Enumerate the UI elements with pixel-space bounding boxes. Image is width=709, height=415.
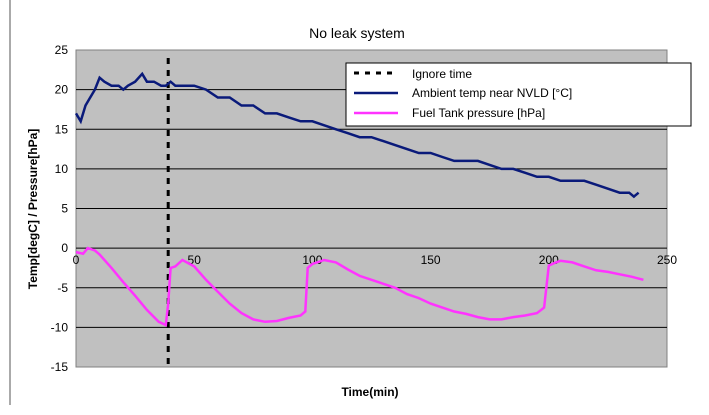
x-tick-label: 100	[302, 253, 322, 267]
chart-title: No leak system	[309, 25, 405, 41]
x-tick-label: 0	[73, 253, 80, 267]
y-axis-ticks: 25 20 15 10 5 0 -5 -10 -15	[51, 43, 69, 374]
y-tick-label: 25	[55, 43, 69, 57]
series-ambient-temp-line	[74, 71, 640, 199]
legend-ambient-label: Ambient temp near NVLD [°C]	[412, 86, 572, 100]
legend: Ignore time Ambient temp near NVLD [°C] …	[345, 62, 692, 127]
y-tick-label: 20	[55, 83, 69, 97]
y-tick-label: 10	[55, 162, 69, 176]
x-tick-label: 250	[657, 253, 677, 267]
legend-pressure-label: Fuel Tank pressure [hPa]	[412, 106, 545, 120]
y-tick-label: 15	[55, 122, 69, 136]
y-tick-label: -10	[51, 320, 69, 334]
y-tick-label: 0	[61, 241, 68, 255]
y-tick-label: -15	[51, 360, 69, 374]
legend-box	[345, 62, 692, 127]
x-tick-label: 150	[421, 253, 441, 267]
y-axis-title: Temp[degC] / Pressure[hPa]	[26, 129, 40, 289]
legend-ignore-label: Ignore time	[412, 67, 472, 81]
series-fuel-tank-pressure-line	[75, 246, 644, 327]
x-axis-title: Time(min)	[341, 385, 398, 399]
y-tick-label: 5	[61, 202, 68, 216]
y-tick-label: -5	[57, 281, 68, 295]
